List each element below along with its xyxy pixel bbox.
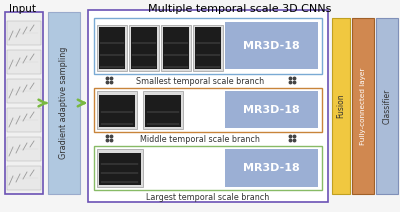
Text: Middle temporal scale branch: Middle temporal scale branch [140,135,260,145]
FancyBboxPatch shape [94,18,322,74]
Text: Smallest temporal scale branch: Smallest temporal scale branch [136,78,264,86]
FancyBboxPatch shape [376,18,398,194]
Text: Classifier: Classifier [382,88,392,124]
FancyBboxPatch shape [131,27,157,69]
FancyBboxPatch shape [99,95,135,127]
FancyBboxPatch shape [48,12,80,194]
FancyBboxPatch shape [99,27,125,69]
FancyBboxPatch shape [195,27,221,69]
FancyBboxPatch shape [7,79,41,103]
Text: MR3D-18: MR3D-18 [243,105,299,115]
Text: Fusion: Fusion [336,94,346,118]
FancyBboxPatch shape [7,108,41,132]
FancyBboxPatch shape [225,91,318,128]
FancyBboxPatch shape [332,18,350,194]
FancyBboxPatch shape [163,27,189,69]
FancyBboxPatch shape [97,149,143,187]
FancyBboxPatch shape [7,166,41,190]
FancyBboxPatch shape [352,18,374,194]
Text: MR3D-18: MR3D-18 [243,41,299,51]
FancyBboxPatch shape [143,91,183,129]
FancyBboxPatch shape [145,95,181,127]
FancyBboxPatch shape [225,149,318,187]
FancyBboxPatch shape [225,22,318,69]
FancyBboxPatch shape [7,21,41,45]
FancyBboxPatch shape [7,50,41,74]
FancyBboxPatch shape [97,91,137,129]
FancyBboxPatch shape [193,25,223,71]
Text: Largest temporal scale branch: Largest temporal scale branch [146,194,270,202]
Text: MR3D-18: MR3D-18 [243,163,299,173]
FancyBboxPatch shape [161,25,191,71]
FancyBboxPatch shape [7,137,41,161]
FancyBboxPatch shape [99,153,141,185]
Text: Fully-connected layer: Fully-connected layer [360,67,366,145]
FancyBboxPatch shape [97,25,127,71]
Text: Gradient adaptive sampling: Gradient adaptive sampling [60,47,68,159]
FancyBboxPatch shape [94,88,322,132]
Text: Input: Input [8,4,36,14]
FancyBboxPatch shape [88,10,328,202]
Text: Multiple temporal scale 3D CNNs: Multiple temporal scale 3D CNNs [148,4,332,14]
FancyBboxPatch shape [94,146,322,190]
FancyBboxPatch shape [129,25,159,71]
FancyBboxPatch shape [5,12,43,194]
